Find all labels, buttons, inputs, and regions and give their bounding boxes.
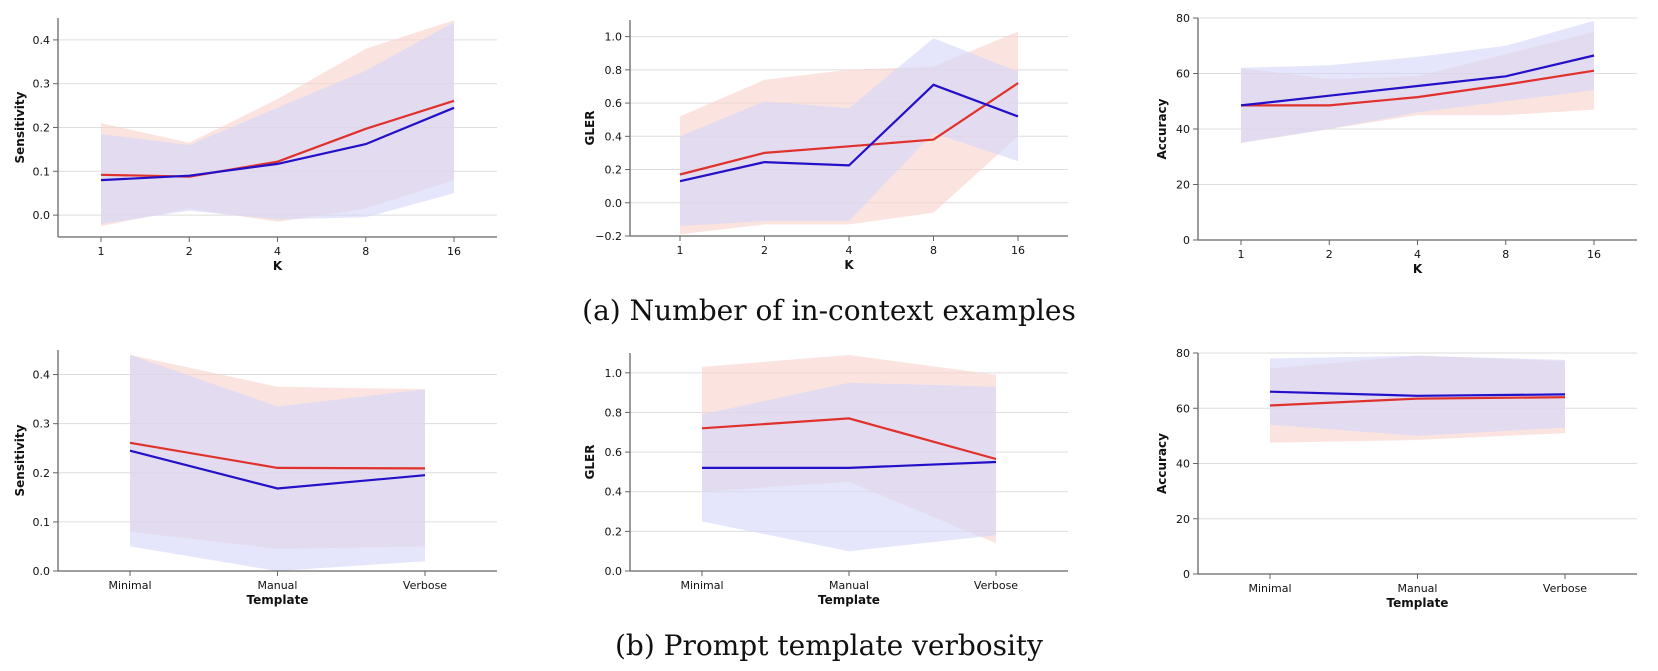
y-tick-label: 0.1 [33, 516, 51, 529]
x-tick-label: 8 [930, 244, 937, 257]
y-tick-label: 0.1 [33, 165, 51, 178]
caption-a: (a) Number of in-context examples [582, 294, 1076, 327]
series-line-blue [100, 106, 455, 182]
x-tick-label: 4 [846, 244, 853, 257]
x-tick-label: 8 [1502, 248, 1509, 261]
band-blue [1241, 20, 1594, 143]
x-tick-label: 1 [1238, 248, 1245, 261]
series-line-blue [679, 83, 1019, 183]
y-axis-title: GLER [583, 445, 597, 480]
chart-3: 0 20 40 60 80 1 2 4 8 16 K Accuracy [1155, 12, 1637, 276]
x-tick-label: Minimal [1248, 582, 1291, 595]
x-axis-title: K [1413, 262, 1423, 276]
x-tick-label: Manual [258, 579, 298, 592]
series-line-blue [129, 449, 426, 490]
y-tick-label: 0.8 [605, 64, 623, 77]
y-axis-title: Accuracy [1155, 433, 1169, 494]
y-tick-label: 0.0 [605, 197, 623, 210]
y-axis-title: Sensitivity [13, 424, 27, 496]
series-line-red [129, 441, 426, 470]
chart-2: −0.2 0.0 0.2 0.4 0.6 0.8 1.0 1 2 4 8 16 K GLER [583, 20, 1068, 272]
series-line-red [679, 82, 1019, 176]
x-tick-label: 2 [186, 245, 193, 258]
chart-1: 0.0 0.1 0.2 0.3 0.4 1 2 4 8 16 K Sensitivity [13, 18, 497, 273]
x-tick-label: 2 [761, 244, 768, 257]
x-tick-label: Verbose [974, 579, 1018, 592]
x-tick-label: 16 [1587, 248, 1601, 261]
series-line-red [701, 417, 997, 461]
y-tick-label: 60 [1176, 68, 1190, 81]
y-tick-label: 0.6 [605, 97, 623, 110]
x-axis-title: Template [247, 593, 309, 607]
y-tick-label: 80 [1176, 347, 1190, 360]
chart-6: 0 20 40 60 80 Minimal Manual Verbose Template Acc… [1155, 347, 1637, 610]
y-tick-label: 0.4 [33, 369, 51, 382]
y-tick-label: 0.3 [33, 78, 51, 91]
x-tick-label: 8 [362, 245, 369, 258]
y-tick-label: 1.0 [605, 367, 623, 380]
x-tick-label: Verbose [1543, 582, 1587, 595]
series-line-blue [702, 460, 997, 469]
x-axis-title: Template [1387, 596, 1449, 610]
x-tick-label: 16 [447, 245, 461, 258]
y-tick-label: 80 [1176, 12, 1190, 25]
x-tick-label: Manual [829, 579, 869, 592]
y-tick-label: 0.0 [33, 565, 51, 578]
y-tick-label: 1.0 [605, 31, 623, 44]
y-tick-label: 40 [1176, 123, 1190, 136]
caption-b: (b) Prompt template verbosity [615, 629, 1043, 662]
x-tick-label: 1 [98, 245, 105, 258]
y-tick-label: 0.4 [33, 34, 51, 47]
x-tick-label: 4 [274, 245, 281, 258]
x-tick-label: 2 [1326, 248, 1333, 261]
y-tick-label: 0.2 [33, 467, 51, 480]
series-line-red [1269, 396, 1566, 407]
band-blue [101, 22, 454, 224]
series-line-blue [1240, 54, 1595, 107]
x-axis-title: Template [818, 593, 880, 607]
y-tick-label: 0.4 [605, 486, 623, 499]
x-tick-label: Verbose [403, 579, 447, 592]
x-axis-title: K [273, 259, 283, 273]
y-tick-label: 0.3 [33, 418, 51, 431]
y-tick-label: 0.2 [33, 122, 51, 135]
y-tick-label: 0.0 [605, 565, 623, 578]
x-tick-label: 4 [1414, 248, 1421, 261]
y-tick-label: 40 [1176, 458, 1190, 471]
y-tick-label: 0.2 [605, 525, 623, 538]
band-blue [130, 354, 425, 571]
y-axis-title: Sensitivity [13, 91, 27, 163]
series-line-red [1241, 69, 1595, 107]
y-tick-label: 0.4 [605, 130, 623, 143]
y-tick-label: 20 [1176, 513, 1190, 526]
x-tick-label: 16 [1011, 244, 1025, 257]
series-line-blue [1269, 390, 1566, 397]
series-line-red [100, 99, 455, 178]
y-tick-label: 60 [1176, 402, 1190, 415]
y-tick-label: 0 [1183, 568, 1190, 581]
band-blue [680, 38, 1018, 226]
y-axis-title: GLER [583, 111, 597, 146]
y-axis-title: Accuracy [1155, 98, 1169, 159]
y-tick-label: −0.2 [595, 230, 622, 243]
y-tick-label: 0.6 [605, 446, 623, 459]
y-tick-label: 20 [1176, 179, 1190, 192]
chart-4: 0.0 0.1 0.2 0.3 0.4 Minimal Manual Verbose Templ… [13, 350, 497, 607]
y-tick-label: 0 [1183, 234, 1190, 247]
x-axis-title: K [844, 258, 854, 272]
x-tick-label: 1 [677, 244, 684, 257]
x-tick-label: Manual [1398, 582, 1438, 595]
y-tick-label: 0.2 [605, 164, 623, 177]
x-tick-label: Minimal [680, 579, 723, 592]
chart-5: 0.0 0.2 0.4 0.6 0.8 1.0 Minimal Manual Verbose Te… [583, 353, 1068, 607]
charts-group: 0.0 0.1 0.2 0.3 0.4 1 2 4 8 16 K Sensitivity −0.2 0.0… [13, 12, 1637, 610]
x-tick-label: Minimal [108, 579, 151, 592]
y-tick-label: 0.8 [605, 406, 623, 419]
y-tick-label: 0.0 [33, 209, 51, 222]
